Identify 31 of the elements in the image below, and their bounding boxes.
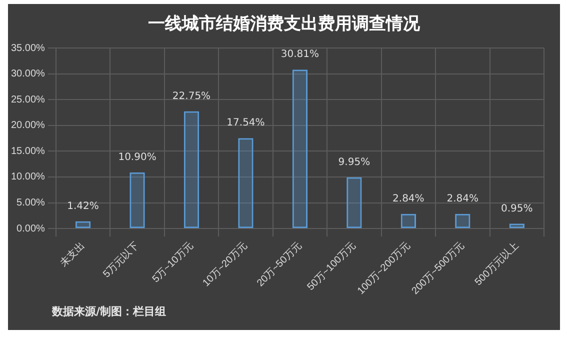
y-tick-label: 5.00% bbox=[16, 198, 46, 209]
x-tick-label: 未支出 bbox=[57, 239, 88, 270]
x-tick-label: 5万~10万元 bbox=[150, 240, 196, 286]
bar bbox=[292, 70, 308, 228]
bar bbox=[238, 138, 254, 228]
data-label: 1.42% bbox=[67, 200, 99, 212]
y-tick-label: 10.00% bbox=[10, 172, 46, 183]
chart-title: 一线城市结婚消费支出费用调查情况 bbox=[147, 13, 421, 35]
bar bbox=[130, 172, 145, 228]
bar bbox=[346, 177, 362, 228]
data-label: 17.54% bbox=[226, 118, 265, 129]
bar bbox=[184, 111, 200, 228]
data-label: 2.84% bbox=[446, 194, 479, 205]
source-note: 数据来源/制图：栏目组 bbox=[52, 304, 166, 319]
x-tick-label: 5万元以下 bbox=[100, 239, 142, 280]
x-tick-label: 20万~50万元 bbox=[255, 240, 304, 289]
y-tick-label: 30.00% bbox=[10, 68, 46, 80]
data-label: 30.81% bbox=[280, 49, 320, 60]
x-tick-label: 500万元以上 bbox=[472, 239, 521, 288]
x-tick-label: 10万~20万元 bbox=[200, 240, 250, 289]
y-tick-label: 0.00% bbox=[16, 223, 46, 234]
bar bbox=[75, 221, 91, 228]
y-tick-label: 20.00% bbox=[10, 120, 46, 132]
data-label: 9.95% bbox=[338, 156, 370, 168]
y-tick-label: 15.00% bbox=[10, 146, 46, 157]
data-label: 0.95% bbox=[500, 203, 533, 214]
y-tick-label: 35.00% bbox=[10, 42, 46, 54]
data-label: 2.84% bbox=[392, 194, 424, 205]
data-label: 10.90% bbox=[118, 152, 156, 163]
y-tick-label: 25.00% bbox=[10, 94, 46, 106]
data-label: 22.75% bbox=[172, 90, 211, 102]
